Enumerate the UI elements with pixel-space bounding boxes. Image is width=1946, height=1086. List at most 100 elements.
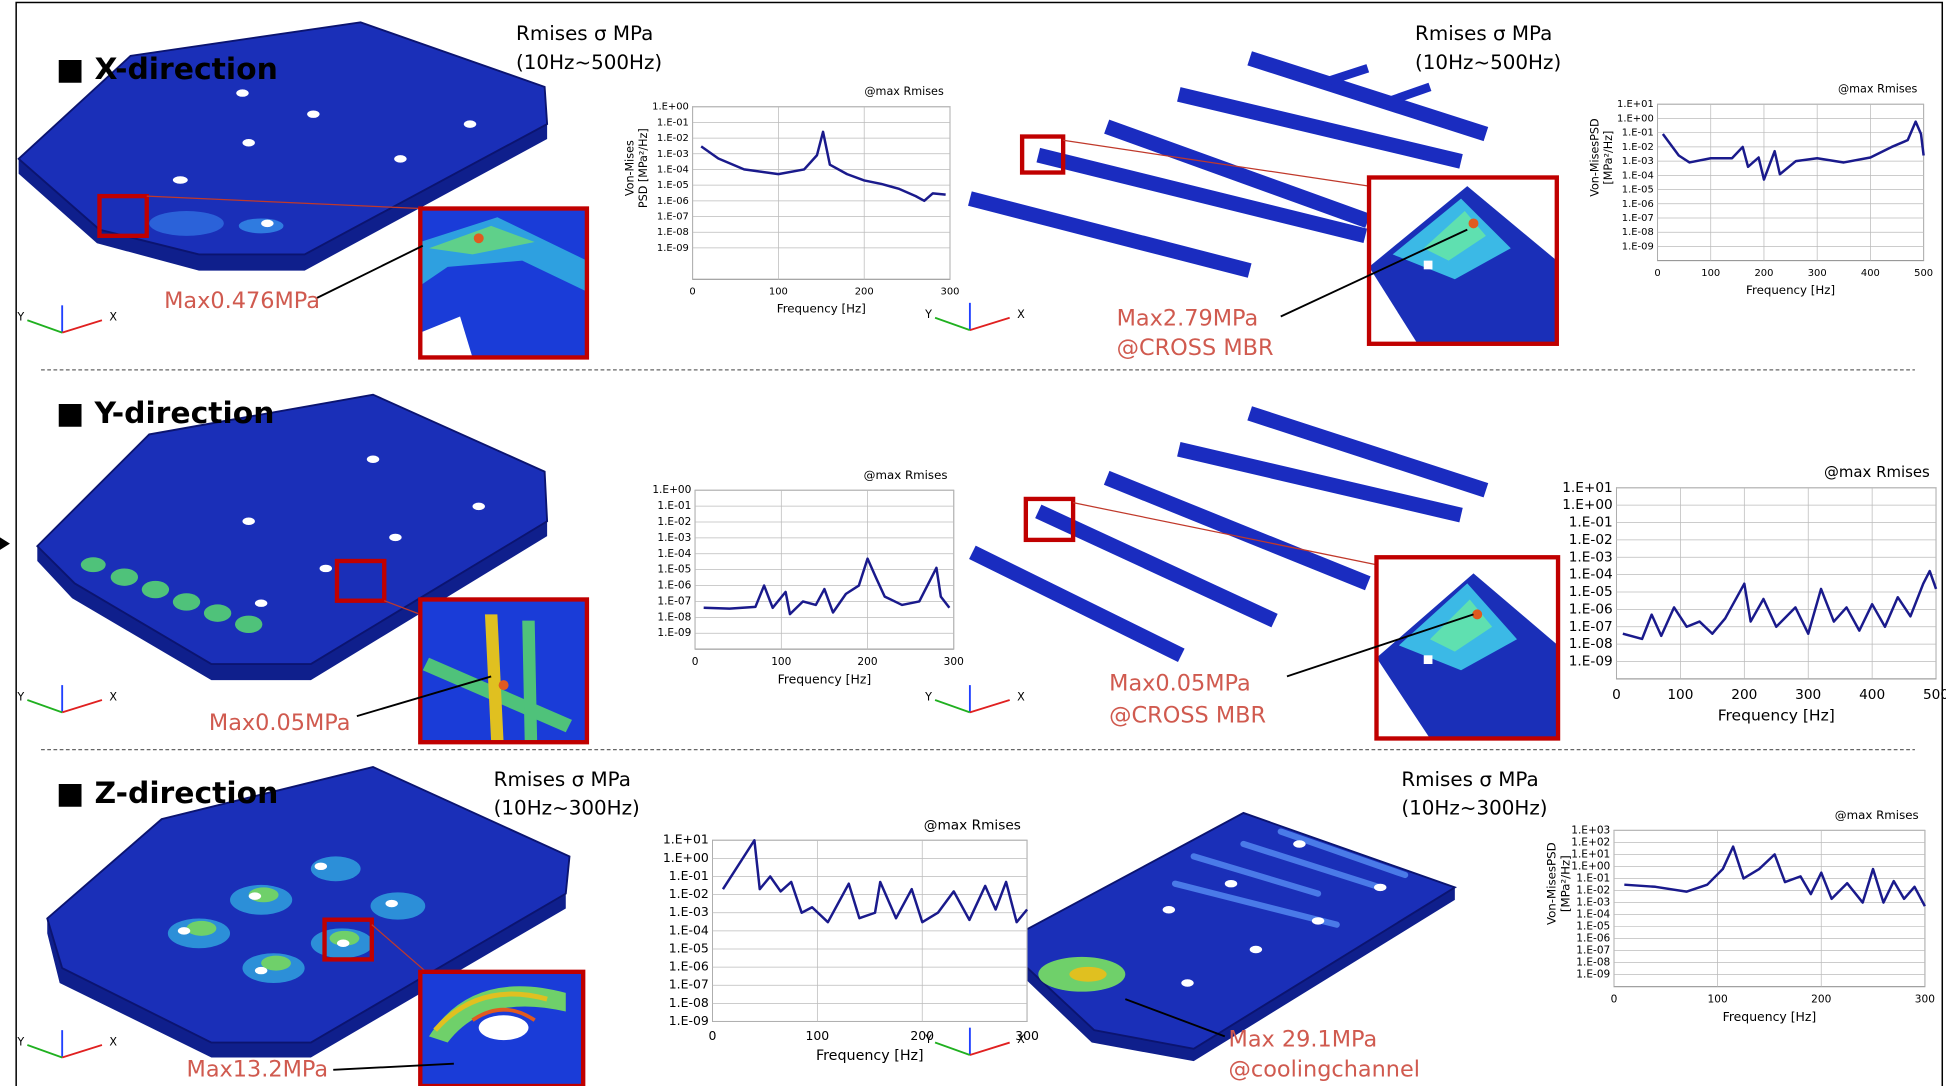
y-tick-label: 1.E-07 — [657, 212, 689, 223]
y-tick-label: 1.E-04 — [1576, 909, 1610, 921]
x-tick-label: 100 — [771, 656, 791, 668]
x-tick-label: 200 — [910, 1028, 934, 1043]
y-tick-label: 1.E-03 — [669, 904, 709, 919]
x-tick-label: 200 — [855, 287, 874, 298]
triad-axis — [935, 1043, 970, 1055]
y-axis-label: [MPa²/Hz] — [1602, 131, 1615, 185]
y-tick-label: 1.E-02 — [1569, 532, 1613, 548]
y-axis-label: Von-MisesPSD — [1588, 118, 1601, 196]
x-tick-label: 400 — [1859, 687, 1885, 703]
triad-axis — [27, 320, 62, 332]
y-tick-label: 1.E-06 — [1576, 933, 1610, 945]
x-tick-label: 100 — [769, 287, 788, 298]
x-tick-label: 0 — [709, 1028, 717, 1043]
chart-title: @max Rmises — [864, 85, 944, 98]
legend-title: Rmises σ MPa — [1415, 22, 1552, 45]
y-tick-label: 1.E-02 — [1622, 142, 1654, 153]
y-tick-label: 1.E-03 — [1576, 897, 1610, 909]
x-tick-label: 100 — [1701, 268, 1720, 279]
y-tick-label: 1.E+01 — [1571, 848, 1610, 860]
triad-axis — [62, 700, 102, 712]
legend-title: Rmises σ MPa — [516, 22, 653, 45]
x-tick-label: 300 — [1795, 687, 1821, 703]
plot-area — [1658, 104, 1924, 260]
callout: Max0.05MPa — [1109, 670, 1251, 696]
y-tick-label: 1.E-02 — [657, 133, 689, 144]
x-tick-label: 500 — [1923, 687, 1946, 703]
y-tick-label: 1.E-06 — [1569, 601, 1613, 617]
section-heading: ■ Y-direction — [56, 396, 275, 431]
y-tick-label: 1.E+00 — [1571, 860, 1610, 872]
y-axis-label: Von-MisesPSD — [1544, 842, 1558, 925]
y-tick-label: 1.E+00 — [1562, 497, 1613, 513]
legend-title: Rmises σ MPa — [494, 768, 631, 791]
y-tick-label: 1.E-07 — [657, 595, 691, 607]
y-tick-label: 1.E-09 — [1576, 969, 1610, 981]
triad-label: Y — [924, 308, 932, 321]
triad-label: X — [109, 1036, 117, 1049]
y-tick-label: 1.E-08 — [1569, 636, 1613, 652]
x-tick-label: 400 — [1861, 268, 1880, 279]
y-tick-label: 1.E-07 — [669, 977, 709, 992]
y-tick-label: 1.E-04 — [1622, 170, 1654, 181]
y-tick-label: 1.E-09 — [669, 1013, 709, 1028]
triad-axis — [970, 700, 1010, 712]
x-tick-label: 300 — [941, 287, 960, 298]
plot-area — [1616, 488, 1936, 679]
x-tick-label: 100 — [1708, 994, 1728, 1006]
y-tick-label: 1.E-04 — [1569, 567, 1613, 583]
y-tick-label: 1.E-06 — [657, 580, 691, 592]
y-tick-label: 1.E-01 — [1569, 515, 1613, 531]
fea-model — [1001, 813, 1455, 1061]
y-tick-label: 1.E-02 — [1576, 884, 1610, 896]
chart-title: @max Rmises — [924, 817, 1021, 833]
callout: Max0.05MPa — [209, 710, 351, 736]
triad-label: Y — [16, 1036, 24, 1049]
legend-title: Rmises σ MPa — [1401, 768, 1538, 791]
callout: @CROSS MBR — [1109, 703, 1266, 729]
triad-axis — [970, 318, 1010, 330]
y-tick-label: 1.E-08 — [1576, 957, 1610, 969]
y-axis-label: [MPa²/Hz] — [1559, 855, 1573, 912]
section-heading: ■ Z-direction — [56, 776, 278, 811]
triad-axis — [935, 700, 970, 712]
callout: @coolingchannel — [1229, 1056, 1420, 1082]
x-axis-label: Frequency [Hz] — [1718, 707, 1835, 725]
triad-axis — [62, 1045, 102, 1057]
y-tick-label: 1.E+02 — [1571, 836, 1610, 848]
x-tick-label: 0 — [1612, 687, 1621, 703]
figure: ■ X-direction Rmises σ MPa (10Hz~500Hz) … — [0, 0, 1946, 1086]
y-tick-label: 1.E-09 — [657, 243, 689, 254]
y-tick-label: 1.E-01 — [1576, 872, 1610, 884]
triad-label: Y — [924, 691, 932, 704]
y-tick-label: 1.E+00 — [1617, 113, 1654, 124]
y-tick-label: 1.E-03 — [657, 149, 689, 160]
y-tick-label: 1.E+00 — [663, 850, 709, 865]
y-tick-label: 1.E+00 — [652, 102, 689, 113]
page: PSD random vibration results {"sections"… — [0, 0, 1946, 1086]
x-tick-label: 100 — [806, 1028, 830, 1043]
callout: Max2.79MPa — [1117, 305, 1259, 331]
callout: Max13.2MPa — [187, 1056, 329, 1082]
y-tick-label: 1.E-03 — [1622, 156, 1654, 167]
y-tick-label: 1.E-07 — [1622, 213, 1654, 224]
plot-area — [1614, 830, 1925, 986]
chart-title: @max Rmises — [1824, 463, 1930, 481]
y-tick-label: 1.E-03 — [1569, 549, 1613, 565]
triad-label: X — [109, 691, 117, 704]
x-tick-label: 0 — [692, 656, 699, 668]
y-tick-label: 1.E-07 — [1569, 619, 1613, 635]
y-tick-label: 1.E+01 — [663, 832, 709, 847]
legend-range: (10Hz~500Hz) — [516, 51, 662, 74]
y-tick-label: 1.E-06 — [1622, 199, 1654, 210]
y-axis-label: Von-Mises — [623, 140, 636, 196]
triad-axis — [935, 318, 970, 330]
callout: Max 29.1MPa — [1229, 1027, 1378, 1053]
x-tick-label: 0 — [1611, 994, 1618, 1006]
y-tick-label: 1.E-08 — [669, 995, 709, 1010]
y-tick-label: 1.E-07 — [1576, 945, 1610, 957]
y-tick-label: 1.E-01 — [1622, 128, 1654, 139]
y-tick-label: 1.E-05 — [669, 940, 709, 955]
chart-title: @max Rmises — [1838, 82, 1918, 95]
triad-axis — [27, 700, 62, 712]
